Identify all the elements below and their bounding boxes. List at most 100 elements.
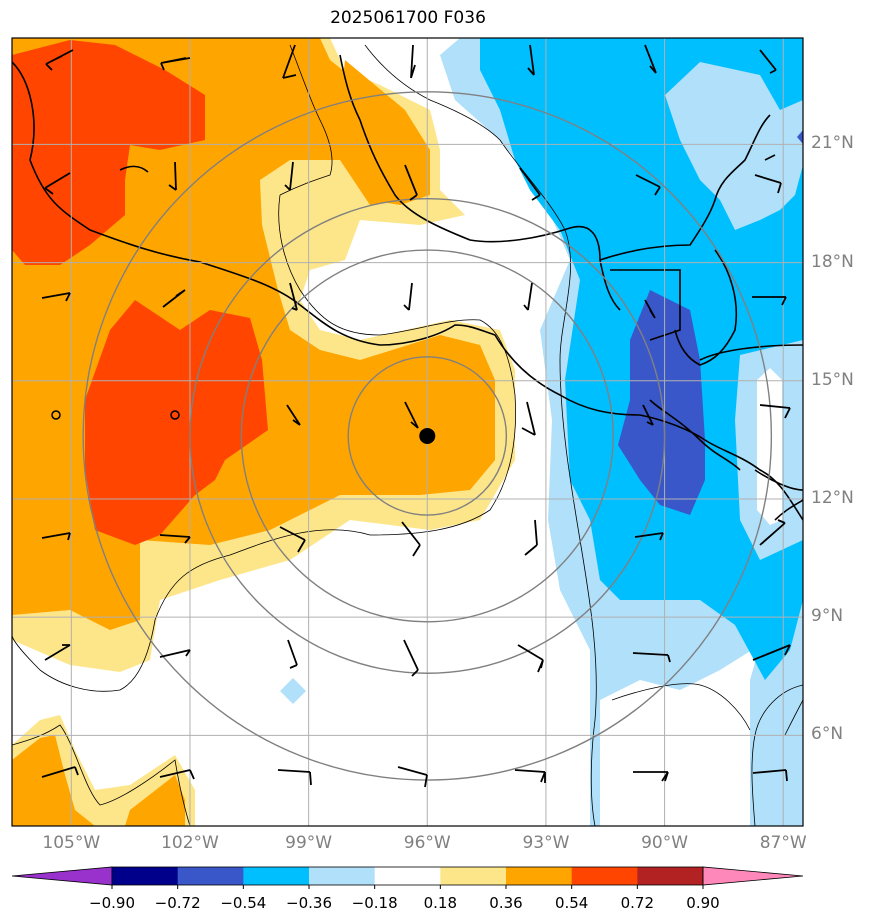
latitude-tick-label: 21°N xyxy=(811,133,854,154)
colorbar-segment xyxy=(112,867,179,885)
wind-barb xyxy=(159,769,195,780)
negative-edge-marker xyxy=(797,130,803,144)
map-frame xyxy=(11,37,804,827)
longitude-tick-label: 102°W xyxy=(161,833,219,853)
longitude-tick-label: 93°W xyxy=(522,833,570,853)
wind-barb xyxy=(752,644,791,661)
wind-barb xyxy=(41,766,79,778)
negative-white-inner-east xyxy=(757,368,782,525)
wind-barb xyxy=(286,404,301,426)
latitude-tick-label: 12°N xyxy=(811,487,854,508)
longitude-tick-label: 96°W xyxy=(403,833,451,853)
colorbar-tick-label: −0.90 xyxy=(89,894,135,912)
wind-barb xyxy=(527,44,535,76)
colorbar-segment xyxy=(374,867,441,885)
range-rings xyxy=(82,91,773,781)
wind-barb xyxy=(45,49,74,71)
wind-barb xyxy=(642,404,654,426)
wind-barb xyxy=(644,299,656,319)
wind-barb xyxy=(403,639,419,677)
wind-barb xyxy=(759,404,791,419)
wind-barbs xyxy=(41,44,791,788)
range-ring xyxy=(189,197,666,674)
wind-barb xyxy=(44,644,71,661)
wind-barb xyxy=(519,167,541,201)
colorbar-tick-label: −0.36 xyxy=(286,894,332,912)
positive-orangered-south xyxy=(85,300,268,545)
map-plot-area xyxy=(12,38,803,826)
colorbar-segment xyxy=(309,867,376,885)
colorbar-tick-label: −0.72 xyxy=(154,894,201,912)
positive-orange-southwest xyxy=(12,735,95,826)
wind-barb xyxy=(759,49,777,74)
storm-center-marker xyxy=(419,427,436,444)
wind-barb xyxy=(401,521,421,557)
negative-royalblue-area xyxy=(618,290,705,515)
negative-lightblue-spot xyxy=(280,678,306,704)
range-ring xyxy=(240,249,614,623)
longitude-tick-label: 105°W xyxy=(42,833,101,853)
wind-barb xyxy=(634,532,664,541)
longitude-tick-label: 90°W xyxy=(641,833,689,853)
wind-barb xyxy=(397,766,428,788)
wind-barb xyxy=(282,44,297,79)
longitude-tick-label: 99°W xyxy=(285,833,333,853)
latitude-tick-label: 18°N xyxy=(811,251,854,272)
range-ring xyxy=(82,91,773,781)
wind-barb xyxy=(160,57,191,71)
wind-barb xyxy=(403,282,413,311)
wind-barb xyxy=(754,174,782,194)
wind-barb xyxy=(159,534,191,544)
calm-wind-marker xyxy=(170,410,180,420)
colorbar-segment xyxy=(243,867,310,885)
colorbar-tick-label: 0.90 xyxy=(686,894,720,912)
latitude-tick-label: 15°N xyxy=(811,369,854,390)
wind-barb xyxy=(404,164,418,201)
colorbar-tick-label: 0.36 xyxy=(489,894,523,912)
wind-barb xyxy=(759,519,786,546)
wind-barb xyxy=(287,639,298,669)
colorbar-extend-high xyxy=(702,866,804,886)
colorbar xyxy=(11,866,804,889)
colorbar-extend-low xyxy=(11,866,113,886)
colorbar-segment xyxy=(177,867,244,885)
positive-orange-southwest2 xyxy=(125,775,185,826)
positive-orange-gulf xyxy=(340,60,430,205)
wind-barb xyxy=(44,172,71,195)
colorbar-tick-label: 0.54 xyxy=(554,894,589,912)
wind-barb xyxy=(633,771,669,782)
colorbar-segment xyxy=(506,867,573,885)
wind-barb xyxy=(410,44,416,79)
wind-barb xyxy=(284,161,294,191)
wind-barb xyxy=(162,289,186,308)
colorbar-tick-label: −0.18 xyxy=(351,894,398,912)
latitude-tick-label: 9°N xyxy=(811,606,844,627)
wind-barb xyxy=(168,161,177,191)
wind-barb xyxy=(752,296,787,306)
colorbar-tick-label: −0.54 xyxy=(220,894,267,912)
colorbar-segment xyxy=(637,867,704,885)
wind-barb xyxy=(41,532,71,541)
wind-barb xyxy=(404,401,419,429)
wind-barb xyxy=(289,282,298,311)
map-title: 2025061700 F036 xyxy=(330,8,486,28)
longitude-tick-label: 87°W xyxy=(759,833,807,853)
latitude-tick-label: 6°N xyxy=(811,724,844,745)
wind-barb xyxy=(635,174,661,196)
range-ring xyxy=(347,356,508,516)
colorbar-frame xyxy=(111,866,704,886)
wind-barb xyxy=(752,769,788,782)
calm-wind-marker xyxy=(51,410,61,420)
colorbar-tick-label: 0.72 xyxy=(620,894,655,912)
wind-barb xyxy=(523,282,533,311)
wind-barb xyxy=(514,769,546,783)
negative-lightblue-inner-north xyxy=(665,62,803,230)
colorbar-tick-label: 0.18 xyxy=(423,894,458,912)
wind-barb xyxy=(632,652,671,663)
wind-barb xyxy=(644,44,657,74)
wind-barb xyxy=(159,649,191,658)
wind-barb xyxy=(517,644,544,673)
wind-barb xyxy=(524,519,538,556)
wind-barb xyxy=(279,526,306,553)
